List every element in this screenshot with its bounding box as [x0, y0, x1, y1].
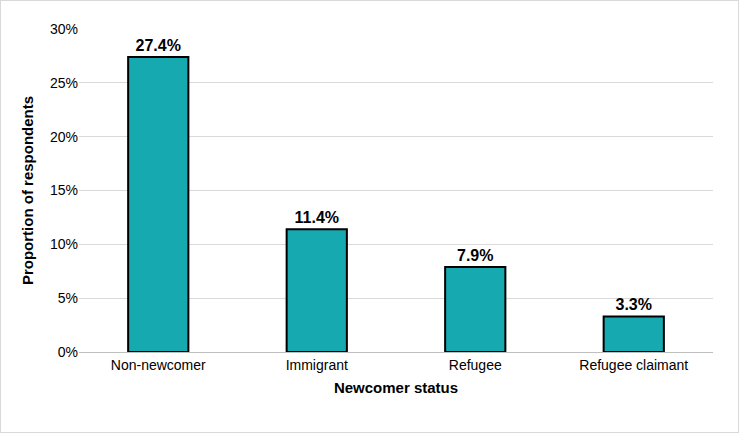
- svg-text:3.3%: 3.3%: [616, 296, 652, 313]
- svg-text:11.4%: 11.4%: [295, 209, 339, 226]
- svg-text:Immigrant: Immigrant: [286, 357, 348, 373]
- svg-text:0%: 0%: [58, 344, 78, 360]
- svg-text:Refugee claimant: Refugee claimant: [579, 357, 688, 373]
- svg-text:Non-newcomer: Non-newcomer: [111, 357, 206, 373]
- svg-text:20%: 20%: [50, 129, 78, 145]
- svg-text:30%: 30%: [50, 21, 78, 37]
- svg-text:25%: 25%: [50, 75, 78, 91]
- svg-text:7.9%: 7.9%: [457, 247, 493, 264]
- svg-text:10%: 10%: [50, 236, 78, 252]
- svg-text:27.4%: 27.4%: [136, 37, 181, 54]
- svg-text:Newcomer status: Newcomer status: [334, 379, 458, 396]
- svg-text:15%: 15%: [50, 182, 78, 198]
- svg-text:Refugee: Refugee: [449, 357, 502, 373]
- svg-text:5%: 5%: [58, 290, 78, 306]
- svg-text:Proportion of respondents: Proportion of respondents: [19, 96, 36, 285]
